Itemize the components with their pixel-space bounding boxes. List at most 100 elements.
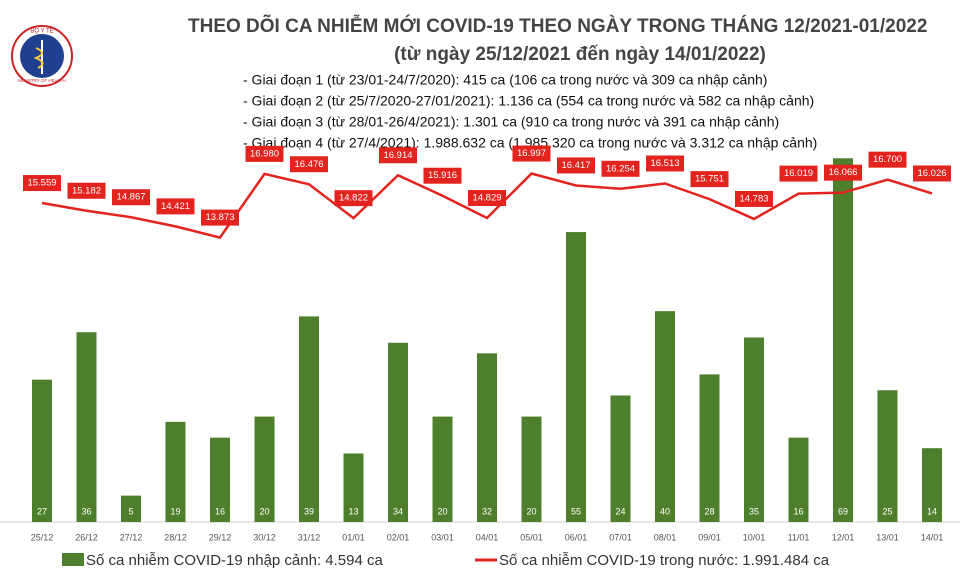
- value-label: 16.026: [917, 168, 946, 179]
- value-label: 16.914: [383, 150, 412, 161]
- value-label-box: [868, 151, 907, 168]
- bar-label: 55: [571, 506, 581, 516]
- x-tick-label: 02/01: [387, 532, 410, 542]
- value-label-box: [290, 156, 328, 173]
- value-label: 16.476: [294, 159, 323, 170]
- bar-label: 28: [704, 506, 714, 516]
- bar-label: 24: [615, 506, 625, 516]
- value-label: 15.916: [428, 170, 457, 181]
- logo: BỘ Y TẾ MINISTRY OF HEALTH: [11, 25, 73, 87]
- bar: [299, 316, 319, 522]
- bar-label: 27: [37, 506, 47, 516]
- bar: [388, 342, 408, 522]
- value-label-box: [557, 157, 595, 174]
- value-label-box: [156, 198, 195, 215]
- x-tick-label: 13/01: [876, 532, 899, 542]
- value-label: 15.182: [72, 185, 101, 196]
- value-label: 15.559: [27, 178, 56, 189]
- x-tick-label: 26/12: [75, 532, 98, 542]
- bar: [477, 353, 497, 522]
- value-label-box: [824, 164, 862, 181]
- chart-subtitle: (từ ngày 25/12/2021 đến ngày 14/01/2022): [394, 44, 766, 65]
- bar: [922, 448, 942, 522]
- x-tick-label: 07/01: [609, 532, 632, 542]
- bar-label: 34: [393, 506, 403, 516]
- x-tick-label: 31/12: [298, 532, 321, 542]
- x-tick-label: 04/01: [476, 532, 499, 542]
- bar: [655, 311, 675, 522]
- bar-label: 13: [348, 506, 358, 516]
- x-tick-label: 03/01: [431, 532, 454, 542]
- bar: [432, 416, 453, 522]
- bar-label: 39: [304, 506, 314, 516]
- bar: [566, 232, 586, 523]
- bar-label: 16: [793, 506, 803, 516]
- bar-label: 14: [927, 506, 937, 516]
- bar: [699, 374, 720, 522]
- x-tick-label: 28/12: [164, 532, 187, 542]
- value-label: 14.867: [116, 192, 145, 203]
- chart-title: THEO DÕI CA NHIỄM MỚI COVID-19 THEO NGÀY…: [188, 15, 927, 37]
- value-label: 13.873: [205, 212, 234, 223]
- value-label-box: [201, 209, 239, 226]
- logo-snake: [33, 47, 44, 69]
- x-tick-label: 08/01: [654, 532, 677, 542]
- value-label: 16.513: [650, 158, 679, 169]
- value-label-box: [423, 167, 462, 184]
- value-label: 16.019: [784, 168, 813, 179]
- x-tick-label: 01/01: [342, 532, 365, 542]
- value-label: 16.700: [873, 154, 902, 165]
- value-label-box: [468, 190, 506, 207]
- bar: [788, 437, 809, 522]
- value-label: 15.751: [695, 174, 724, 185]
- value-label: 14.829: [472, 193, 501, 204]
- x-tick-label: 29/12: [209, 532, 232, 542]
- bar-label: 20: [259, 506, 269, 516]
- value-label: 14.421: [161, 201, 190, 212]
- note: - Giai đoạn 1 (từ 23/01-24/7/2020): 415 …: [243, 72, 767, 88]
- bar: [610, 395, 631, 522]
- bar-label: 36: [81, 506, 91, 516]
- x-tick-label: 14/01: [921, 532, 944, 542]
- value-label: 14.783: [739, 193, 768, 204]
- bar-label: 40: [660, 506, 670, 516]
- x-tick-label: 11/01: [788, 532, 810, 542]
- x-tick-label: 05/01: [520, 532, 543, 542]
- line: [41, 172, 933, 240]
- bar-label: 5: [128, 506, 133, 516]
- value-label: 16.417: [561, 160, 590, 171]
- bar: [343, 453, 364, 522]
- value-label-box: [379, 147, 417, 164]
- value-label-box: [112, 189, 150, 206]
- value-label: 16.066: [828, 167, 857, 178]
- x-tick-label: 09/01: [698, 532, 721, 542]
- bar: [76, 332, 97, 522]
- value-label-box: [779, 165, 818, 182]
- value-label: 16.997: [517, 148, 546, 159]
- bar: [521, 416, 542, 522]
- value-label-box: [690, 171, 729, 188]
- bar-label: 20: [437, 506, 447, 516]
- bar-label: 69: [838, 506, 848, 516]
- bar: [32, 379, 52, 522]
- x-tick-label: 30/12: [253, 532, 276, 542]
- bar: [833, 158, 853, 522]
- value-label: 16.980: [250, 148, 279, 159]
- bar: [165, 421, 186, 522]
- value-label-box: [735, 190, 773, 207]
- value-label-box: [67, 182, 106, 199]
- bar-label: 35: [749, 506, 759, 516]
- x-tick-label: 12/01: [832, 532, 855, 542]
- logo-text: MINISTRY OF HEALTH: [18, 78, 66, 83]
- legend-swatch: [62, 553, 84, 566]
- value-label: 16.254: [606, 163, 635, 174]
- x-tick-label: 06/01: [565, 532, 588, 542]
- value-label-box: [23, 175, 61, 192]
- value-label-box: [512, 145, 551, 162]
- bar: [121, 495, 141, 522]
- bar: [210, 437, 230, 522]
- value-label-box: [601, 160, 640, 177]
- value-label-box: [245, 145, 284, 162]
- value-label-box: [646, 155, 684, 172]
